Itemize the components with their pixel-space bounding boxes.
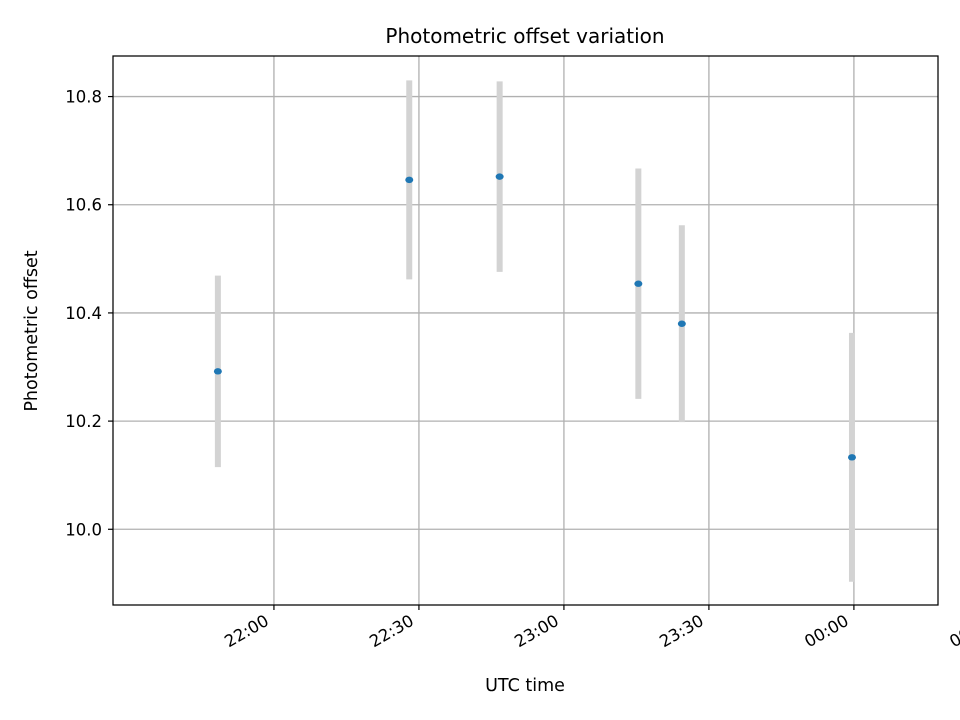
y-tick-label: 10.0 bbox=[65, 520, 102, 539]
axes-frame bbox=[112, 55, 939, 606]
data-point bbox=[634, 280, 643, 287]
y-tick-label: 10.6 bbox=[65, 196, 102, 215]
y-tick-label: 10.8 bbox=[65, 88, 102, 107]
data-point bbox=[213, 368, 222, 375]
y-axis-title: Photometric offset bbox=[22, 250, 42, 411]
y-tick-label: 10.2 bbox=[65, 412, 102, 431]
data-point bbox=[405, 176, 414, 184]
data-point bbox=[495, 173, 504, 180]
data-points bbox=[213, 173, 856, 461]
data-point bbox=[677, 320, 686, 327]
data-point bbox=[847, 454, 856, 461]
y-tick-label: 10.4 bbox=[65, 304, 102, 323]
chart-title: Photometric offset variation bbox=[385, 24, 664, 48]
x-axis-title: UTC time bbox=[485, 676, 565, 696]
grid bbox=[113, 56, 938, 605]
